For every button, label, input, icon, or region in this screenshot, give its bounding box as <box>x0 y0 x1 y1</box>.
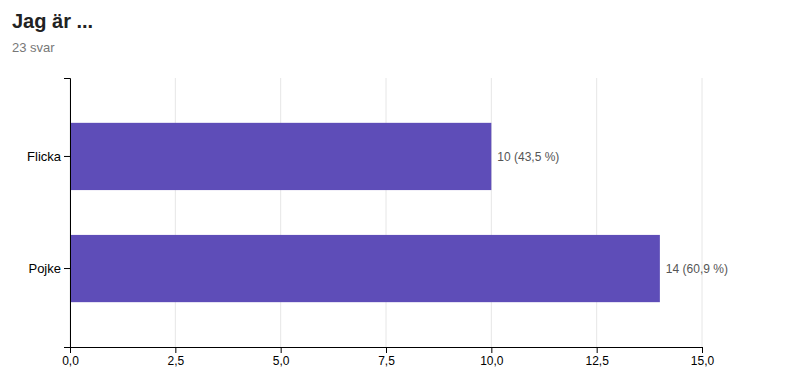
tick-label: 7,5 <box>378 354 395 368</box>
tick: 2,5 <box>167 347 184 368</box>
bars <box>70 123 660 302</box>
tick: 0,0 <box>62 347 79 368</box>
tick-label: 10,0 <box>480 354 504 368</box>
tick-mark <box>491 347 492 353</box>
chart: Jag är ... 23 svar 0,0 2,5 5,0 7,5 10,0 12,5 15,… <box>0 0 792 381</box>
data-labels: 14 (60,9 %) 10 (43,5 %) <box>497 150 728 276</box>
tick: 5,0 <box>273 347 290 368</box>
tick-mark <box>597 347 598 353</box>
tick-label: 15,0 <box>691 354 715 368</box>
subtitle: 23 svar <box>12 40 55 55</box>
tick-label: 5,0 <box>273 354 290 368</box>
grid-line <box>175 78 176 347</box>
grid-line <box>491 78 492 347</box>
tick: 12,5 <box>585 347 609 368</box>
bar <box>70 235 660 302</box>
tick-label: Pojke <box>28 261 61 276</box>
value-axis: 0,0 2,5 5,0 7,5 10,0 12,5 15,0 <box>62 347 714 368</box>
grid-line <box>386 78 387 347</box>
tick: 10,0 <box>480 347 504 368</box>
title: Jag är ... <box>12 10 93 32</box>
tick-label: 0,0 <box>62 354 79 368</box>
tick-label: Flicka <box>27 149 62 164</box>
tick-mark <box>175 347 176 353</box>
tick-label: 2,5 <box>167 354 184 368</box>
tick-mark <box>281 347 282 353</box>
data-label: 14 (60,9 %) <box>666 262 728 276</box>
tick: 7,5 <box>378 347 395 368</box>
tick: Flicka <box>27 149 70 164</box>
axis-line <box>64 79 71 348</box>
grid-line <box>596 78 597 347</box>
category-axis: Pojke Flicka <box>27 79 70 348</box>
bar <box>70 123 491 190</box>
data-label: 10 (43,5 %) <box>497 150 559 164</box>
tick-mark <box>386 347 387 353</box>
grid-line <box>702 78 703 347</box>
axis-line <box>71 348 703 354</box>
tick-mark <box>64 268 70 269</box>
grid <box>70 78 702 347</box>
grid-line <box>280 78 281 347</box>
tick-mark <box>64 156 70 157</box>
tick: 15,0 <box>691 347 715 368</box>
tick-label: 12,5 <box>585 354 609 368</box>
tick: Pojke <box>28 261 70 276</box>
tick-mark <box>702 347 703 353</box>
